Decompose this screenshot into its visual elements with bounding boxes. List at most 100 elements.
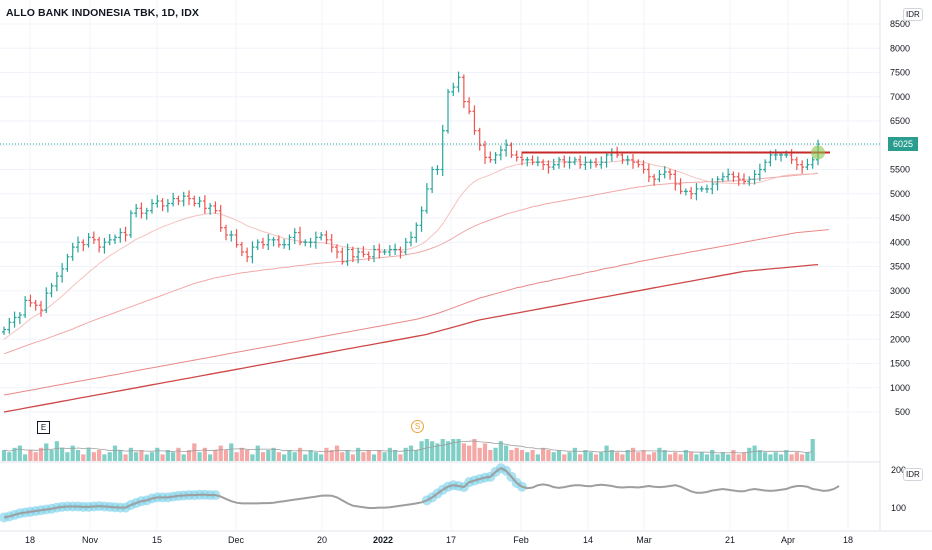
volume-bar <box>266 450 271 461</box>
volume-bar <box>282 454 287 461</box>
volume-bar <box>646 454 651 461</box>
volume-bar <box>319 454 324 461</box>
volume-bar <box>208 454 213 461</box>
volume-bar <box>662 450 667 461</box>
x-tick-label: Dec <box>228 535 245 545</box>
y-tick-label: 2000 <box>890 334 910 344</box>
resistance-line <box>522 145 830 160</box>
volume-bar <box>736 454 741 461</box>
volume-bar <box>276 452 281 461</box>
volume-bar <box>731 450 736 461</box>
volume-bar <box>652 452 657 461</box>
volume-bar <box>430 441 435 461</box>
volume-bar <box>694 454 699 461</box>
volume-bar <box>33 452 38 461</box>
volume-bar <box>678 454 683 461</box>
moving-average-ma-slow1 <box>3 229 829 396</box>
volume-bar <box>699 452 704 461</box>
volume-bar <box>155 447 160 461</box>
x-tick-label: 18 <box>25 535 35 545</box>
x-tick-label: Nov <box>82 535 99 545</box>
volume-bar <box>419 441 424 461</box>
x-tick-label: 20 <box>317 535 327 545</box>
x-tick-label: 18 <box>843 535 853 545</box>
volume-bar <box>445 441 451 461</box>
volume-bar <box>477 447 482 461</box>
volume-bar <box>223 450 229 461</box>
volume-bar <box>752 445 757 461</box>
volume-bar <box>1 450 7 461</box>
currency-badge[interactable]: IDR <box>903 8 923 21</box>
volume-bar <box>176 447 181 461</box>
volume-bar <box>171 452 176 461</box>
volume-bar <box>588 452 593 461</box>
volume-bar <box>435 443 440 461</box>
volume-bar <box>382 452 387 461</box>
volume-bar <box>535 454 540 461</box>
y-tick-label: 4000 <box>890 237 910 247</box>
volume-bar <box>377 450 382 461</box>
volume-bar <box>112 445 118 461</box>
volume-bar <box>38 447 44 461</box>
volume-bar <box>287 450 292 461</box>
volume-bar <box>514 447 519 461</box>
volume-bar <box>784 450 789 461</box>
volume-bar <box>620 454 625 461</box>
y-tick-label: 3000 <box>890 286 910 296</box>
volume-bar <box>28 450 33 461</box>
volume-bar <box>361 452 366 461</box>
moving-average-ma-mid <box>3 172 819 355</box>
volume-bar <box>720 452 725 461</box>
last-price-tag: 6025 <box>888 137 918 151</box>
volume-bar <box>213 450 218 461</box>
volume-bar <box>715 454 720 461</box>
volume-bar <box>202 447 207 461</box>
volume-bar <box>44 443 49 461</box>
earnings-marker[interactable]: E <box>37 421 50 434</box>
volume-bar <box>144 454 149 461</box>
volume-bar <box>704 454 710 461</box>
volume-bar <box>350 454 355 461</box>
volume-bar <box>493 447 498 461</box>
y-tick-label: 8500 <box>890 19 910 29</box>
y-tick-label: 2500 <box>890 310 910 320</box>
volume-bar <box>641 450 646 461</box>
moving-average-ma-fast <box>3 160 819 340</box>
volume-bar <box>102 454 107 461</box>
x-tick-label: Mar <box>636 535 652 545</box>
volume-bar <box>75 450 81 461</box>
volume-bar <box>472 439 477 461</box>
volume-bar <box>17 445 22 461</box>
volume-bar <box>239 447 244 461</box>
dividend-marker[interactable]: S <box>411 420 424 433</box>
y-tick-label: 1000 <box>890 383 910 393</box>
y-tick-label: 5500 <box>890 165 910 175</box>
indicator-currency-badge[interactable]: IDR <box>903 468 923 481</box>
x-tick-label: 14 <box>583 535 593 545</box>
volume-bar <box>70 445 75 461</box>
volume-bar <box>488 450 493 461</box>
volume-bar <box>546 450 551 461</box>
volume-bar <box>255 445 260 461</box>
volume-bar <box>123 454 128 461</box>
volume-bar <box>356 447 361 461</box>
volume-bars <box>1 439 815 461</box>
volume-bar <box>49 450 54 461</box>
volume-bar <box>599 452 604 461</box>
volume-bar <box>667 454 673 461</box>
volume-bar <box>81 454 86 461</box>
volume-bar <box>60 447 65 461</box>
volume-bar <box>139 450 144 461</box>
volume-bar <box>805 452 810 461</box>
y-tick-label: 5000 <box>890 189 910 199</box>
volume-bar <box>197 452 202 461</box>
volume-bar <box>308 450 313 461</box>
volume-bar <box>245 450 250 461</box>
volume-bar <box>467 445 472 461</box>
volume-bar <box>578 454 583 461</box>
volume-bar <box>387 447 392 461</box>
volume-bar <box>398 454 403 461</box>
volume-bar <box>366 450 371 461</box>
volume-bar <box>371 454 377 461</box>
